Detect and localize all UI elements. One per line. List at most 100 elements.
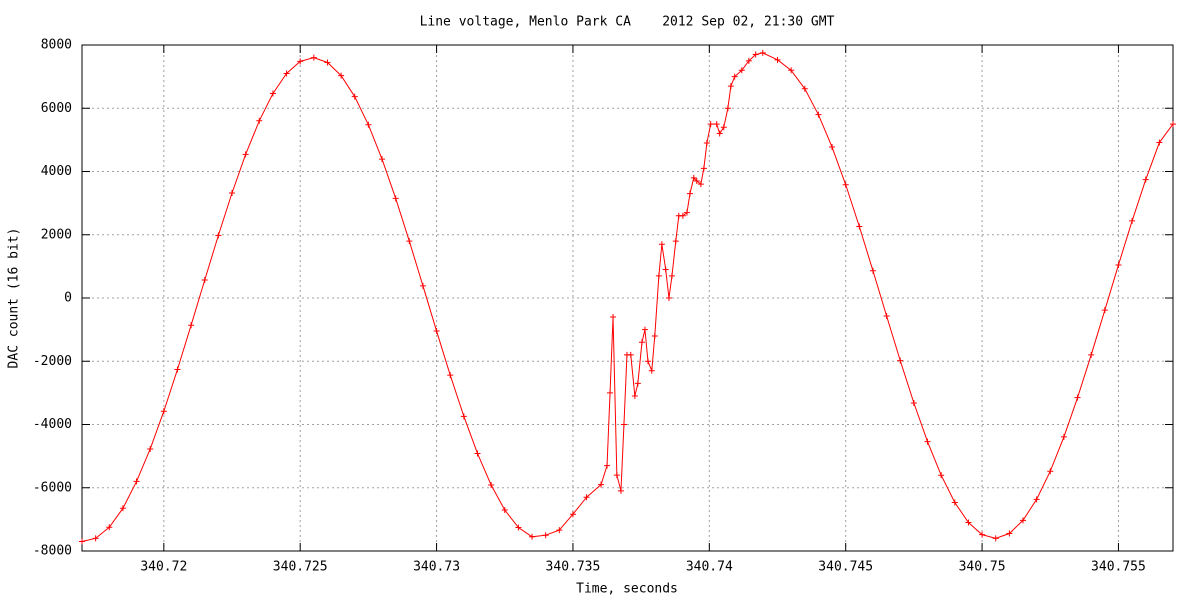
data-point [655, 272, 662, 279]
data-point [556, 527, 563, 534]
chart-title: Line voltage, Menlo Park CA 2012 Sep 02,… [420, 15, 835, 30]
data-point [147, 445, 154, 452]
data-point [627, 351, 634, 358]
data-point [515, 524, 522, 531]
data-point [759, 49, 766, 56]
y-tick-label: 2000 [41, 227, 72, 242]
data-point [406, 238, 413, 245]
x-tick-label: 340.72 [140, 560, 187, 575]
data-point [610, 313, 617, 320]
y-tick-label: 0 [64, 291, 72, 306]
y-tick-label: 6000 [41, 101, 72, 116]
data-point [662, 266, 669, 273]
data-point [119, 505, 126, 512]
data-point [92, 535, 99, 542]
data-point [1060, 433, 1067, 440]
data-point [583, 494, 590, 501]
data-point [951, 499, 958, 506]
data-point [668, 272, 675, 279]
data-point [683, 209, 690, 216]
data-point [716, 130, 723, 137]
data-point [648, 367, 655, 374]
data-point [644, 358, 651, 365]
data-point [607, 389, 614, 396]
x-tick-label: 340.73 [413, 560, 460, 575]
y-tick-label: -8000 [33, 544, 72, 559]
data-point [815, 111, 822, 118]
plot-frame [81, 44, 1174, 552]
data-point [283, 70, 290, 77]
data-point [697, 181, 704, 188]
x-tick-label: 340.75 [959, 560, 1006, 575]
data-point [242, 151, 249, 158]
data-point [707, 121, 714, 128]
data-point [641, 326, 648, 333]
data-point [752, 51, 759, 58]
data-point [856, 223, 863, 230]
x-tick-label: 340.725 [273, 560, 328, 575]
data-point [745, 57, 752, 64]
data-point [620, 421, 627, 428]
y-tick-label: -4000 [33, 417, 72, 432]
x-tick-label: 340.74 [686, 560, 733, 575]
data-point [693, 177, 700, 184]
data-point [460, 413, 467, 420]
data-point [229, 190, 236, 197]
y-tick-label: -2000 [33, 354, 72, 369]
data-point [613, 472, 620, 479]
data-point [703, 140, 710, 147]
data-point [324, 59, 331, 66]
data-point [690, 174, 697, 181]
data-point [829, 144, 836, 151]
data-point [1033, 496, 1040, 503]
data-point [79, 538, 85, 545]
data-point [310, 54, 317, 61]
data-point [883, 313, 890, 320]
y-axis-label: DAC count (16 bit) [7, 228, 22, 369]
data-point [713, 121, 720, 128]
data-point [665, 295, 672, 301]
data-point [638, 339, 645, 346]
data-point [724, 105, 731, 112]
data-point [720, 124, 727, 131]
data-point [1129, 217, 1136, 224]
data-point [474, 450, 481, 457]
x-tick-label: 340.735 [546, 560, 601, 575]
data-point [1019, 517, 1026, 524]
data-point [992, 535, 999, 542]
data-point [160, 408, 167, 415]
data-point [1088, 351, 1095, 358]
data-point [542, 532, 549, 539]
data-point [488, 482, 495, 489]
data-point [1047, 468, 1054, 475]
data-point [1115, 261, 1122, 268]
data-point [727, 83, 734, 90]
data-point [1006, 530, 1013, 537]
series-line [81, 52, 1174, 542]
data-point [351, 93, 358, 100]
data-point [672, 238, 679, 245]
data-point [979, 531, 986, 538]
data-point [700, 165, 707, 172]
data-point [634, 380, 641, 387]
x-tick-label: 340.755 [1091, 560, 1146, 575]
data-point [617, 487, 624, 494]
data-point [447, 372, 454, 379]
data-point [924, 438, 931, 445]
data-point [1156, 139, 1163, 146]
data-point [679, 212, 686, 219]
data-point [1142, 176, 1149, 183]
data-point [731, 73, 738, 80]
data-point [910, 399, 917, 406]
data-point [869, 267, 876, 274]
data-point [1074, 394, 1081, 401]
data-point [686, 190, 693, 197]
data-point [338, 72, 345, 79]
data-point [297, 58, 304, 65]
data-point [801, 85, 808, 92]
data-point [174, 366, 181, 373]
y-tick-label: -6000 [33, 480, 72, 495]
data-point [365, 121, 372, 128]
x-tick-label: 340.745 [818, 560, 873, 575]
